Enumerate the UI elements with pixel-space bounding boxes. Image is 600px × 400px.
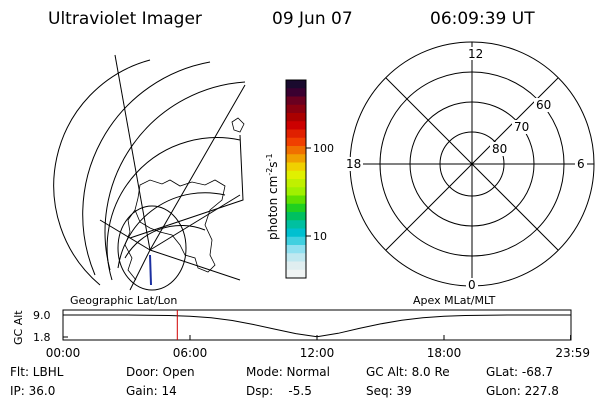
colorbar-cell xyxy=(286,162,306,172)
colorbar-cell xyxy=(286,179,306,188)
colorbar-cell xyxy=(286,154,306,163)
xtick-label: 23:59 xyxy=(555,346,590,360)
status-door: Door: Open xyxy=(126,365,195,379)
terminator-line xyxy=(149,254,152,286)
polar-label-6: 6 xyxy=(577,157,585,171)
colorbar-cell xyxy=(286,113,306,122)
polar-labels: 12 6 18 0 60 70 80 xyxy=(345,47,587,292)
status-seq: Seq: 39 xyxy=(366,384,412,398)
xtick-label: 00:00 xyxy=(46,346,81,360)
colorbar-cell xyxy=(286,236,306,246)
polar-label-70: 70 xyxy=(514,120,529,134)
colorbar-cell xyxy=(286,88,306,97)
colorbar-cell xyxy=(286,80,306,89)
colorbar-cell xyxy=(286,104,306,114)
status-glat: GLat: -68.7 xyxy=(486,365,553,379)
colorbar-cell xyxy=(286,245,306,254)
meridian-5 xyxy=(99,219,151,251)
polar-plot xyxy=(349,41,595,287)
colorbar-frame xyxy=(285,79,307,279)
lat-arc-1 xyxy=(82,61,211,276)
coastline-island xyxy=(231,117,245,133)
date-label: 09 Jun 07 xyxy=(272,9,353,29)
xtick-label: 06:00 xyxy=(173,346,208,360)
xtick-label: 18:00 xyxy=(427,346,462,360)
colorbar-cell xyxy=(286,228,306,238)
colorbar-cell xyxy=(286,129,306,139)
polar-label-80: 80 xyxy=(492,142,507,156)
geographic-plot xyxy=(53,54,246,291)
colorbar: 100 10 photon cm-2s-1 xyxy=(265,79,334,279)
altitude-xticks xyxy=(62,335,572,340)
colorbar-cell xyxy=(286,187,306,196)
apex-label: Apex MLat/MLT xyxy=(413,294,496,307)
status-row-1: Flt: LBHL Door: Open Mode: Normal GC Alt… xyxy=(10,365,553,379)
altitude-ylabel: GC Alt xyxy=(12,310,25,345)
polar-label-60: 60 xyxy=(536,98,551,112)
colorbar-cell xyxy=(286,121,306,130)
lat-arc-6 xyxy=(124,225,206,259)
lat-arc-3 xyxy=(53,59,151,286)
colorbar-cell xyxy=(286,212,306,221)
ytick-label-high: 9.0 xyxy=(33,309,51,322)
colorbar-cell xyxy=(286,220,306,229)
colorbar-cell xyxy=(286,195,306,205)
altitude-chart: 9.0 1.8 GC Alt 00:00 06:00 12:00 18:00 23:59 xyxy=(12,309,590,360)
status-gain: Gain: 14 xyxy=(126,384,177,398)
figure-title: Ultraviolet Imager xyxy=(48,9,202,29)
polar-label-18: 18 xyxy=(346,157,361,171)
status-filter: Flt: LBHL xyxy=(10,365,64,379)
lat-arc-2 xyxy=(104,81,246,271)
meridian-6 xyxy=(129,249,151,291)
colorbar-cell xyxy=(286,269,306,279)
polar-label-0: 0 xyxy=(468,278,476,292)
colorbar-unit-label: photon cm-2s-1 xyxy=(265,153,280,240)
fov-ellipse xyxy=(117,205,187,291)
colorbar-cell xyxy=(286,96,306,106)
time-label: 06:09:39 UT xyxy=(430,9,535,29)
colorbar-tick-label-100: 100 xyxy=(313,142,334,155)
status-mode: Mode: Normal xyxy=(246,365,330,379)
meridian-1 xyxy=(114,54,151,251)
colorbar-gradient xyxy=(286,80,306,279)
colorbar-cell xyxy=(286,261,306,271)
status-dsp: Dsp: -5.5 xyxy=(246,384,312,398)
meridian-3 xyxy=(149,194,241,251)
geographic-label: Geographic Lat/Lon xyxy=(70,294,177,307)
polar-diag-2 xyxy=(385,77,559,251)
status-glon: GLon: 227.8 xyxy=(486,384,559,398)
limb-edge xyxy=(129,134,244,239)
meridian-4 xyxy=(149,249,241,281)
colorbar-cell xyxy=(286,137,306,147)
colorbar-tick-label-10: 10 xyxy=(313,230,327,243)
colorbar-cell xyxy=(286,253,306,262)
status-gc-alt: GC Alt: 8.0 Re xyxy=(366,365,450,379)
colorbar-cell xyxy=(286,203,306,213)
altitude-curve xyxy=(63,314,571,338)
status-ip: IP: 36.0 xyxy=(10,384,55,398)
xtick-label: 12:00 xyxy=(300,346,335,360)
polar-label-12: 12 xyxy=(468,47,483,61)
lat-arc-5 xyxy=(117,192,226,269)
coastline-peninsula xyxy=(124,209,137,281)
status-row-2: IP: 36.0 Gain: 14 Dsp: -5.5 Seq: 39 GLon… xyxy=(10,384,559,398)
altitude-xlabels: 00:00 06:00 12:00 18:00 23:59 xyxy=(46,346,590,360)
ytick-label-low: 1.8 xyxy=(33,331,51,344)
coastline-antarctica xyxy=(134,179,226,273)
meridian-2 xyxy=(149,84,246,251)
colorbar-cell xyxy=(286,170,306,180)
colorbar-cell xyxy=(286,146,306,155)
